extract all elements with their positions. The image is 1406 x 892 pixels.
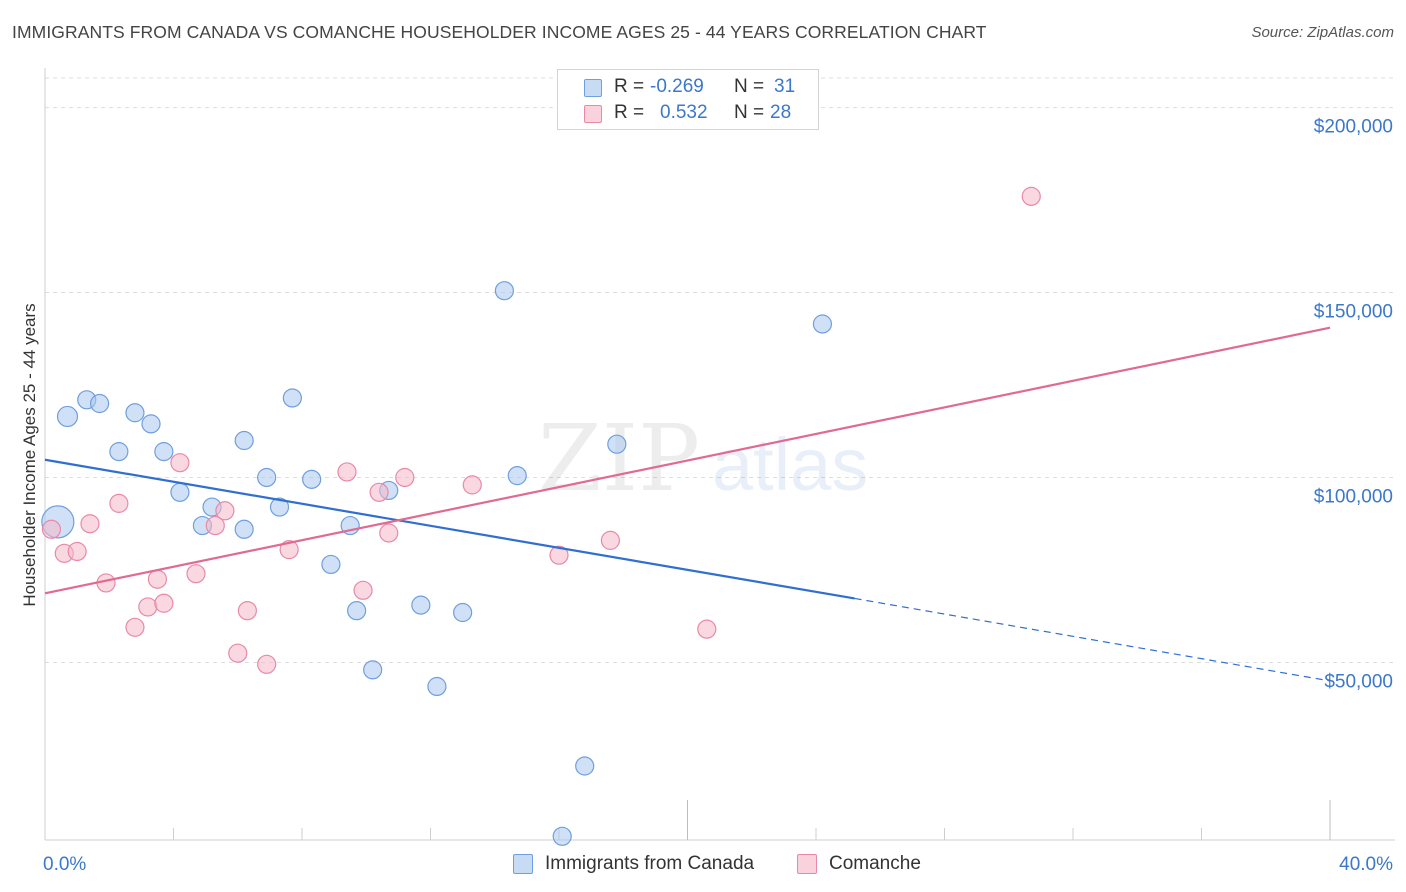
comanche-point	[379, 523, 399, 543]
watermark-atlas: atlas	[712, 423, 868, 506]
tick-labels: $50,000 $100,000 $150,000 $200,000 0.0% 40.0%	[43, 117, 1393, 875]
canada-point	[302, 469, 322, 489]
canada-point	[90, 393, 110, 414]
comanche-point	[395, 467, 415, 488]
comanche-point	[279, 540, 299, 560]
n-label: N =	[734, 102, 765, 123]
canada-trend-line	[44, 458, 855, 600]
chart-title: IMMIGRANTS FROM CANADA VS COMANCHE HOUSE…	[12, 22, 987, 42]
stats-row-canada: R = -0.269 N = 31	[558, 76, 818, 100]
canada-swatch	[584, 79, 602, 97]
n-value: 28	[770, 102, 792, 123]
canada-point	[812, 314, 833, 334]
canada-point	[575, 756, 595, 776]
comanche-point	[154, 593, 174, 613]
stats-row-comanche: R = 0.532 N = 28	[558, 102, 818, 126]
comanche-point	[549, 545, 569, 565]
comanche-point	[205, 515, 225, 536]
legend-swatch-canada	[513, 854, 533, 874]
comanche-point	[1021, 186, 1041, 206]
canada-point	[56, 405, 79, 428]
x-tick-label: 0.0%	[43, 854, 86, 875]
comanche-point	[125, 617, 145, 637]
data-points	[41, 186, 1041, 846]
y-tick-label: $100,000	[1314, 486, 1393, 507]
canada-point	[321, 554, 341, 575]
n-value: 31	[774, 76, 796, 97]
comanche-trend-line	[44, 326, 1331, 595]
comanche-point	[697, 619, 717, 639]
legend-swatch-comanche	[797, 854, 817, 874]
canada-point	[507, 466, 527, 486]
comanche-point	[369, 482, 389, 502]
comanche-point	[41, 519, 62, 539]
r-label: R =	[614, 102, 645, 123]
canada-point	[234, 430, 254, 451]
canada-point	[125, 403, 145, 423]
source-label: Source: ZipAtlas.com	[1251, 24, 1394, 41]
canada-point	[109, 442, 129, 462]
y-tick-label: $50,000	[1324, 671, 1393, 692]
y-axis-label: Householder Income Ages 25 - 44 years	[20, 303, 39, 607]
watermark-zip: ZIP	[538, 405, 700, 512]
comanche-point	[215, 501, 235, 521]
canada-point	[141, 414, 161, 434]
comanche-point	[337, 462, 357, 482]
legend-label-canada: Immigrants from Canada	[545, 853, 755, 874]
r-label: R =	[614, 76, 645, 97]
comanche-point	[600, 530, 621, 550]
comanche-point	[109, 493, 129, 513]
canada-point	[170, 482, 190, 502]
comanche-point	[147, 569, 168, 589]
canada-point	[154, 442, 174, 462]
y-tick-label: $200,000	[1314, 117, 1393, 138]
comanche-point	[353, 580, 373, 600]
canada-point	[453, 602, 473, 623]
canada-trend-extension	[854, 597, 1331, 682]
canada-point	[411, 595, 431, 615]
comanche-point	[138, 597, 158, 617]
canada-point	[347, 601, 367, 621]
y-tick-label: $150,000	[1314, 302, 1393, 323]
comanche-point	[80, 514, 100, 534]
canada-point	[282, 388, 302, 408]
canada-point	[234, 519, 254, 539]
canada-point	[363, 660, 383, 680]
legend-label-comanche: Comanche	[829, 853, 921, 874]
canada-point	[269, 497, 290, 517]
canada-point	[552, 826, 572, 846]
canada-point	[607, 434, 627, 454]
comanche-point	[170, 453, 190, 473]
comanche-point	[67, 541, 87, 562]
r-value: 0.532	[660, 102, 708, 123]
x-tick-label: 40.0%	[1339, 854, 1393, 875]
stats-box: R = -0.269 N = 31 R = 0.532 N = 28	[557, 69, 819, 130]
canada-point	[427, 676, 447, 697]
comanche-point	[462, 475, 482, 495]
comanche-point	[257, 654, 277, 674]
comanche-swatch	[584, 105, 602, 123]
comanche-point	[237, 601, 257, 621]
comanche-point	[186, 564, 206, 584]
r-value: -0.269	[650, 76, 704, 97]
trend-lines	[44, 326, 1331, 682]
canada-point	[257, 467, 277, 488]
canada-point	[494, 281, 514, 301]
n-label: N =	[734, 76, 765, 97]
comanche-point	[228, 643, 248, 663]
